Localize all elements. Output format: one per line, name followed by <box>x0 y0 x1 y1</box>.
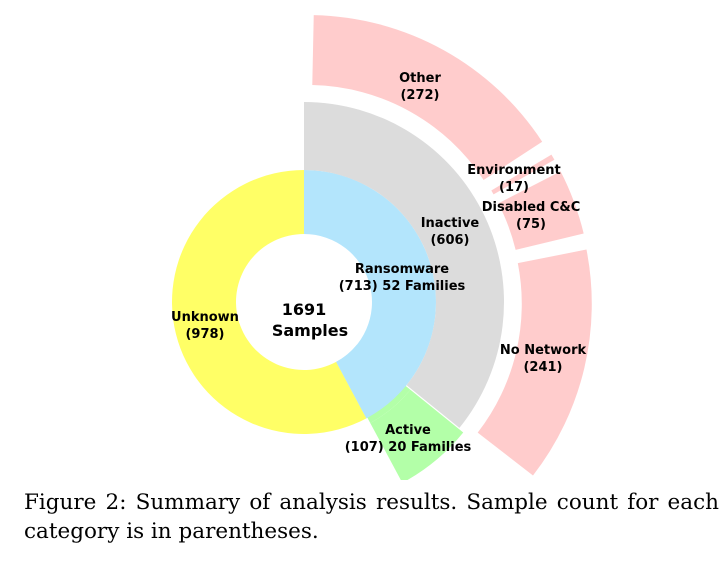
arc-other <box>312 15 543 181</box>
label-ransomware: Ransomware (713) 52 Families <box>339 262 466 294</box>
figure-caption: Figure 2: Summary of analysis results. S… <box>24 490 719 544</box>
sunburst-chart: Unknown (978) Ransomware (713) 52 Families I… <box>171 15 592 480</box>
label-unknown: Unknown (978) <box>171 310 239 342</box>
arc-ransomware <box>304 170 437 419</box>
arc-environment <box>491 154 555 195</box>
label-other: Other (272) <box>399 71 441 103</box>
center-label-unit: Samples <box>272 321 348 340</box>
arc-inactive <box>304 102 504 428</box>
arc-ransomware-active-part <box>336 344 407 419</box>
arc-unknown <box>172 170 367 434</box>
label-active: Active (107) 20 Families <box>345 423 472 455</box>
label-no-network: No Network (241) <box>500 343 587 375</box>
label-inactive: Inactive (606) <box>421 216 480 248</box>
center-label-count: 1691 <box>282 300 327 319</box>
arc-no-network <box>477 249 592 476</box>
arc-disabled-c-c <box>498 171 584 250</box>
label-disabled-cc: Disabled C&C (75) <box>482 200 581 232</box>
label-environment: Environment (17) <box>467 163 561 195</box>
arc-active <box>370 389 464 480</box>
